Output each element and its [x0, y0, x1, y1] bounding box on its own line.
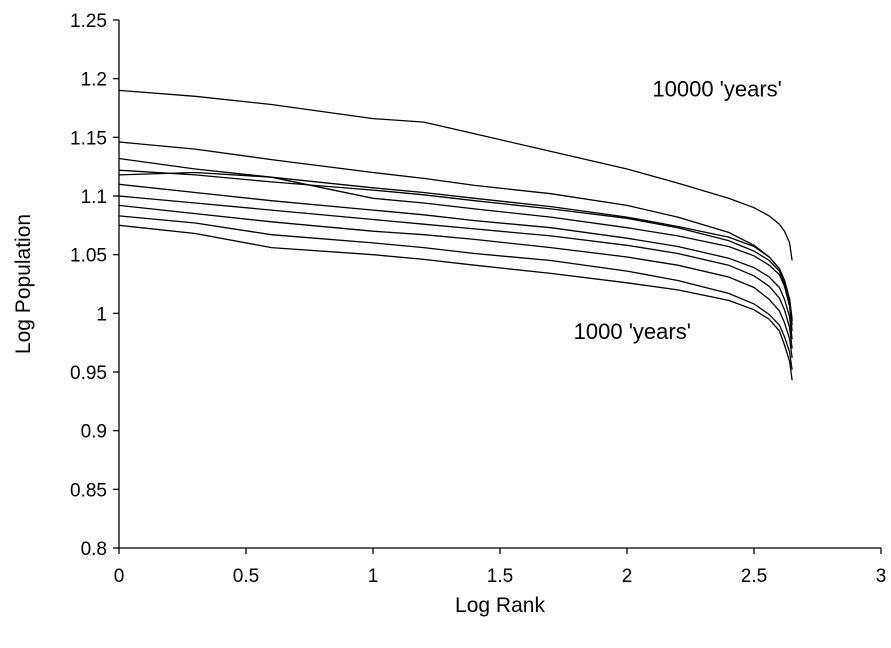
x-tick-label: 1	[368, 566, 379, 587]
y-tick-label: 1.15	[70, 128, 107, 149]
y-tick-label: 1.1	[81, 187, 107, 208]
x-axis-title: Log Rank	[455, 594, 545, 617]
x-tick-label: 0	[114, 566, 125, 587]
series-line-8	[118, 204, 793, 358]
series-line-4	[118, 169, 793, 326]
x-tick-label: 1.5	[487, 566, 513, 587]
series-line-3	[118, 157, 793, 322]
annotations: 10000 'years' 1000 'years'	[574, 76, 782, 344]
x-tick-label: 2.5	[741, 566, 767, 587]
y-axis-title: Log Population	[12, 214, 35, 354]
annotation-label-1: 10000 'years'	[652, 76, 782, 101]
series-line-1	[118, 89, 793, 261]
y-tick-label: 1.2	[81, 70, 107, 91]
x-tick-label: 0.5	[233, 566, 259, 587]
y-axis-ticks: 0.8 0.85 0.9 0.95 1 1.05 1.1 1.15 1.2 1.25	[70, 11, 119, 560]
series-lines	[118, 89, 793, 381]
y-tick-label: 0.85	[70, 480, 107, 501]
y-tick-label: 0.9	[81, 422, 107, 443]
y-tick-label: 0.8	[81, 539, 107, 560]
y-tick-label: 1.25	[70, 11, 107, 32]
y-tick-label: 1.05	[70, 246, 107, 267]
annotation-label-2: 1000 'years'	[574, 319, 691, 344]
x-tick-label: 3	[876, 566, 887, 587]
series-line-5	[118, 171, 793, 331]
x-tick-label: 2	[622, 566, 633, 587]
y-tick-label: 0.95	[70, 363, 107, 384]
series-line-7	[118, 195, 793, 349]
series-line-9	[118, 215, 793, 370]
x-axis-ticks: 0 0.5 1 1.5 2 2.5 3	[114, 548, 887, 587]
y-tick-label: 1	[96, 304, 107, 325]
series-line-10	[118, 224, 793, 381]
series-line-6	[118, 183, 793, 340]
